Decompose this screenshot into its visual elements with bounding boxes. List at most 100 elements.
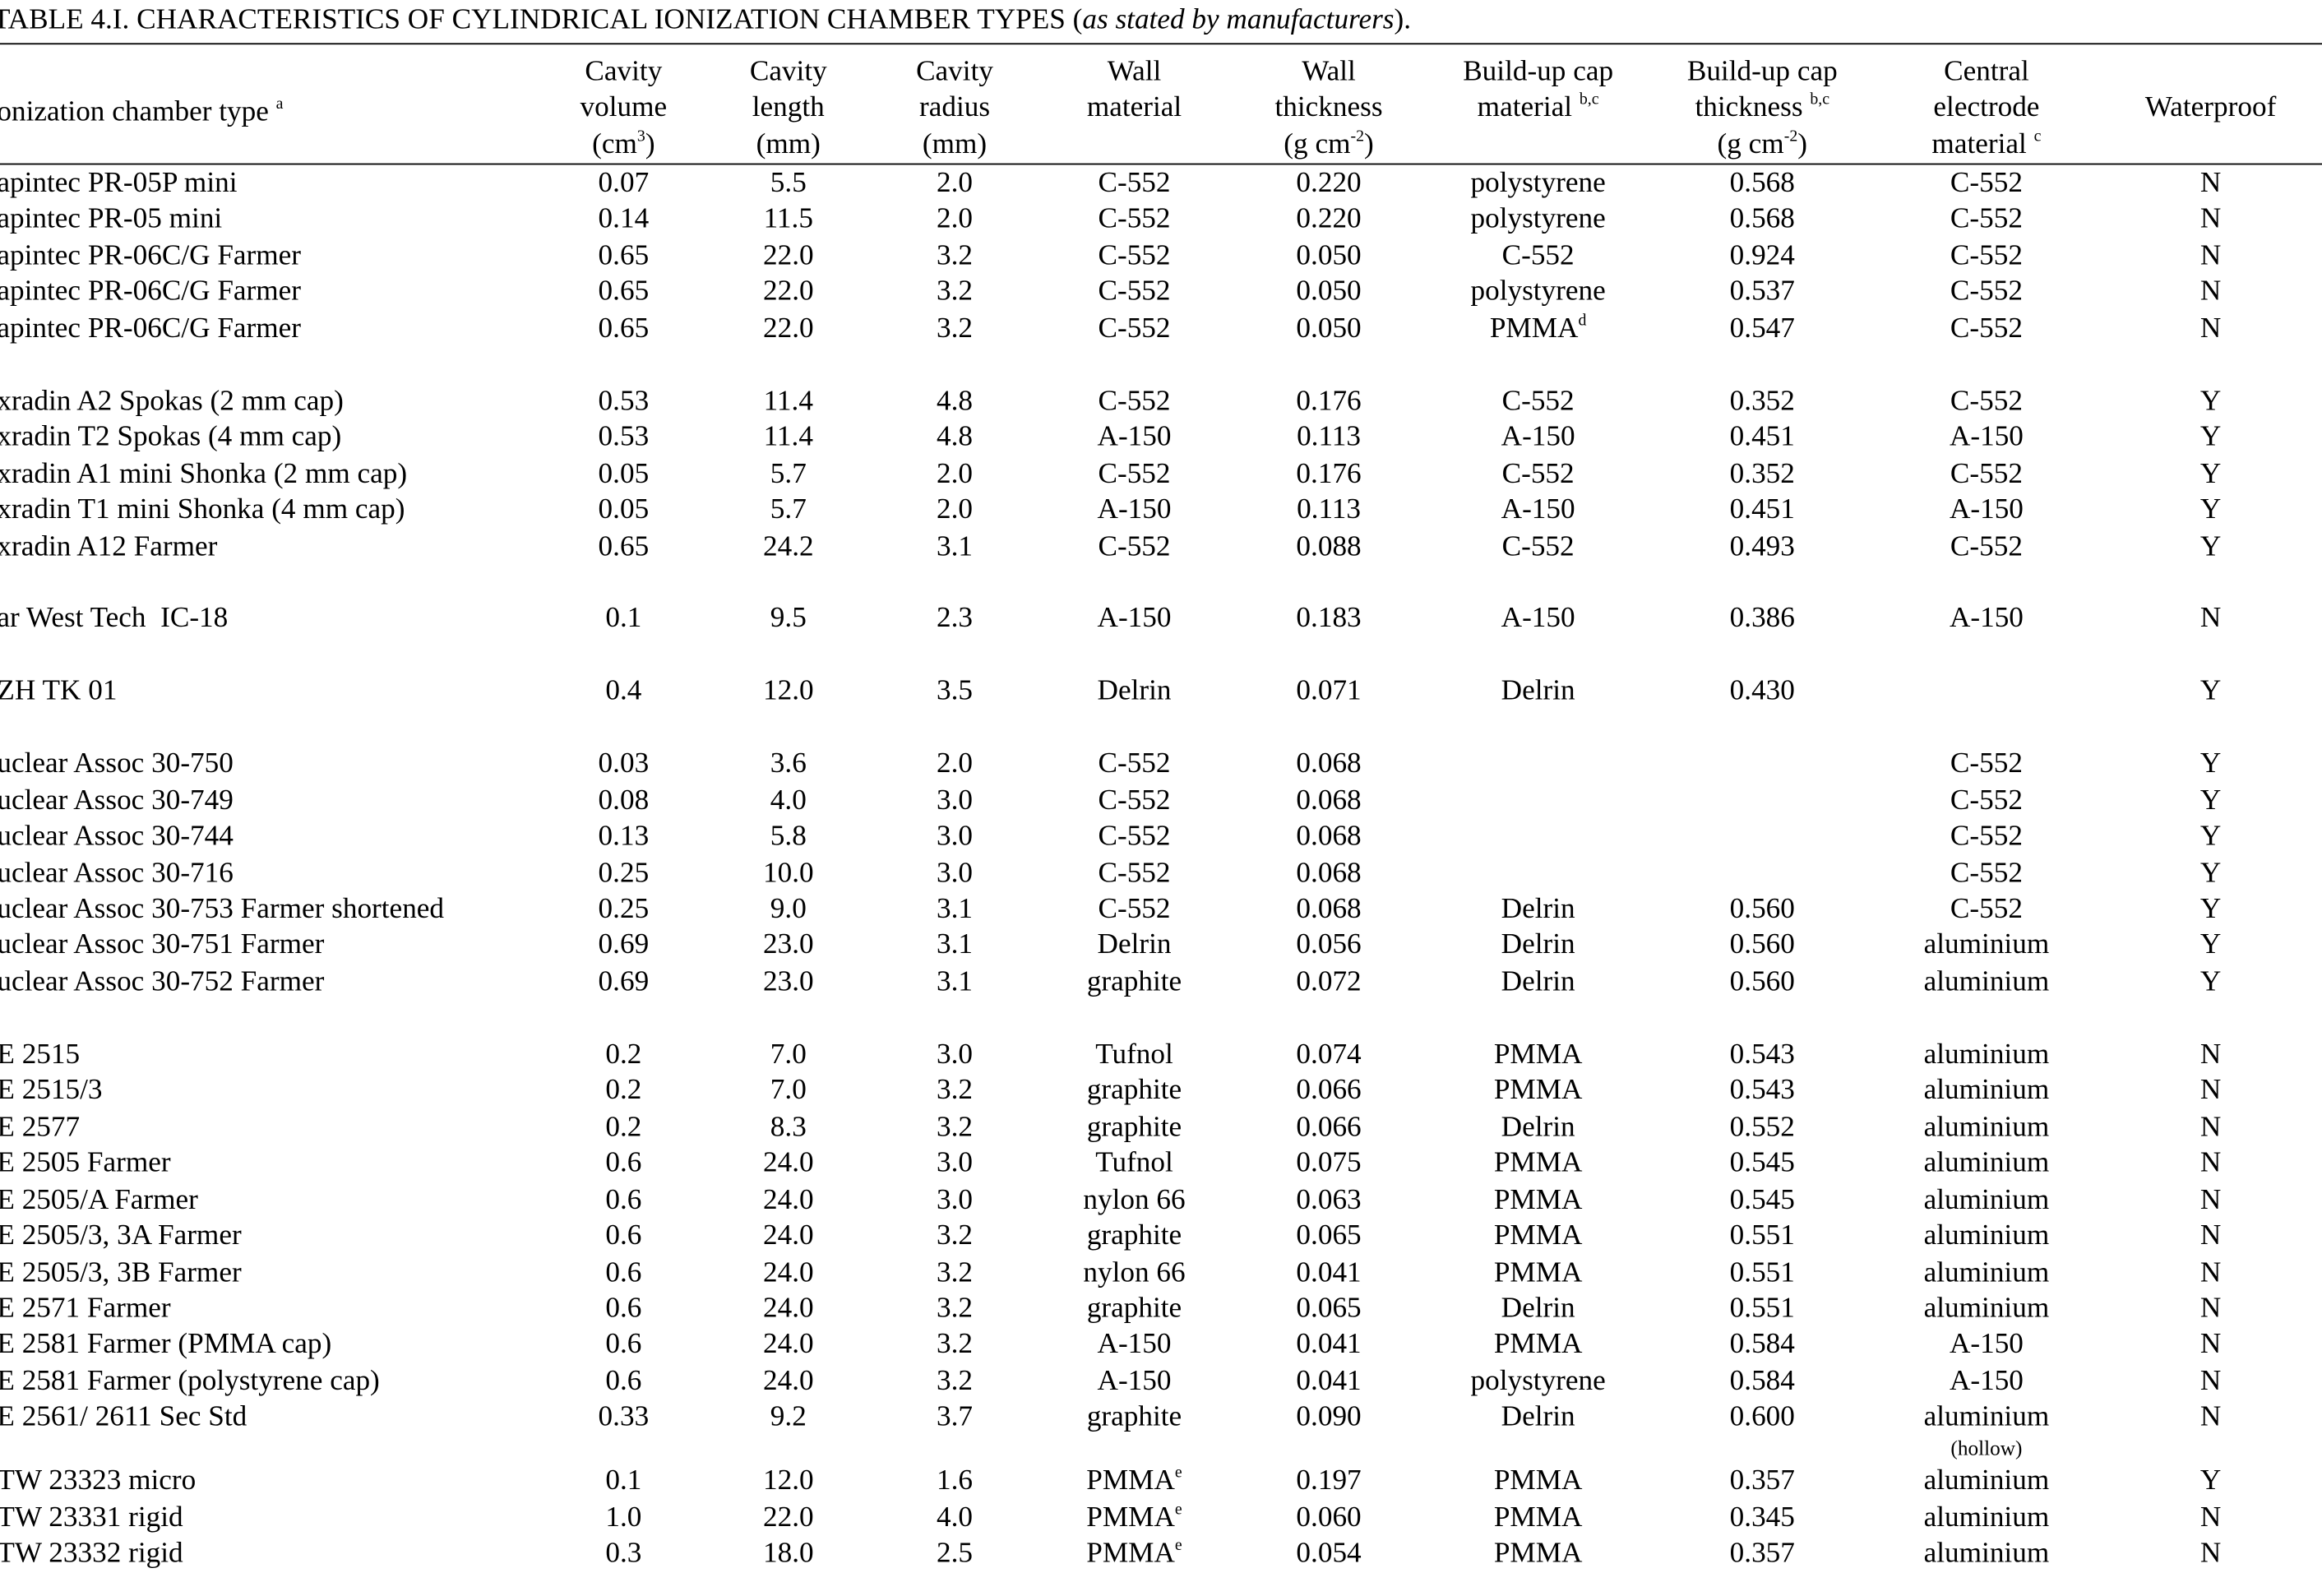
table-cell: Y	[2199, 784, 2222, 817]
row-label: apintec PR-06C/G Farmer	[0, 240, 302, 272]
text: (g cm	[1717, 129, 1784, 161]
text: )	[645, 129, 655, 161]
table-cell: 0.220	[1296, 168, 1362, 199]
table-cell: PMMA	[1493, 1220, 1583, 1252]
row-label: apintec PR-06C/G Farmer	[0, 312, 302, 345]
text: PMMA	[1086, 1538, 1175, 1570]
superscript: -2	[1350, 127, 1365, 146]
table-cell: N	[2199, 1075, 2222, 1107]
table-cell: A-150	[1949, 603, 2024, 635]
superscript: b,c	[1810, 90, 1830, 109]
table-cell: 11.5	[763, 204, 813, 236]
table-cell: 0.430	[1729, 676, 1795, 708]
table-cell: Delrin	[1097, 930, 1172, 962]
table-cell: N	[2199, 1329, 2222, 1361]
text: Wall	[1107, 56, 1162, 88]
table-cell: 3.2	[937, 240, 974, 272]
table-cell: 0.183	[1296, 603, 1362, 635]
table-cell: 0.2	[605, 1111, 642, 1143]
table-cell: 0.6	[605, 1184, 642, 1216]
table-cell: Y	[2199, 966, 2222, 998]
table-cell: Tufnol	[1095, 1148, 1173, 1179]
table-cell: 3.1	[937, 893, 974, 925]
text: Cavity	[916, 56, 993, 88]
text: PMMA	[1489, 312, 1579, 345]
superscript: e	[1174, 1500, 1182, 1519]
table-cell: PMMA	[1493, 1329, 1583, 1361]
table-cell: 2.0	[937, 168, 974, 199]
table-cell: Y	[2199, 530, 2222, 562]
table-cell: C-552	[1098, 748, 1171, 780]
table-cell: 0.53	[598, 422, 650, 453]
table-cell: C-552	[1098, 821, 1171, 853]
table-cell: graphite	[1086, 966, 1182, 998]
table-cell: 24.0	[762, 1256, 814, 1288]
text: onization chamber type	[0, 96, 276, 128]
table-cell: 3.1	[937, 966, 974, 998]
table-cell: graphite	[1086, 1220, 1182, 1252]
table-cell: PMMA	[1493, 1039, 1583, 1071]
table-cell: PMMA	[1493, 1465, 1583, 1497]
table-cell: 24.0	[762, 1148, 814, 1179]
row-label: TW 23332 rigid	[0, 1538, 183, 1570]
header-cell: Wall	[1302, 57, 1356, 90]
table-cell: Delrin	[1501, 966, 1575, 998]
table-cell: 0.568	[1729, 204, 1795, 236]
table-cell: 18.0	[762, 1538, 814, 1570]
table-cell: Tufnol	[1095, 1039, 1173, 1071]
table-cell: 0.041	[1296, 1365, 1362, 1397]
table-cell: N	[2199, 1501, 2222, 1534]
table-cell: 0.560	[1729, 966, 1795, 998]
table-cell: Y	[2199, 821, 2222, 853]
table-cell: 0.6	[605, 1148, 642, 1179]
text: aluminium	[1923, 1402, 2050, 1433]
table-cell: 3.2	[937, 1256, 974, 1288]
table-cell: C-552	[1950, 385, 2023, 417]
table-cell: PMMAe	[1086, 1538, 1182, 1571]
table-cell: 0.088	[1296, 530, 1362, 562]
table-cell: C-552	[1950, 784, 2023, 817]
table-cell: 0.050	[1296, 240, 1362, 272]
table-cell: 0.197	[1296, 1465, 1362, 1497]
table-cell: A-150	[1949, 1365, 2024, 1397]
superscript: 3	[636, 127, 645, 146]
table-cell: 3.2	[937, 1293, 974, 1325]
table-cell: A-150	[1949, 494, 2024, 526]
table-cell: C-552	[1098, 893, 1171, 925]
table-cell: 3.0	[937, 1148, 974, 1179]
text: )	[1364, 129, 1374, 161]
table-cell: C-552	[1098, 857, 1171, 889]
text: Cavity	[749, 56, 827, 88]
table-cell: polystyrene	[1470, 204, 1606, 236]
header-cell: length	[752, 92, 825, 125]
table-cell: 7.0	[770, 1039, 807, 1071]
table-cell: 0.060	[1296, 1501, 1362, 1534]
superscript: e	[1174, 1464, 1182, 1483]
table-cell: 3.0	[937, 1039, 974, 1071]
table-cell: 0.075	[1296, 1148, 1362, 1179]
row-label: TW 23323 micro	[0, 1465, 197, 1497]
table-cell: 0.69	[598, 966, 650, 998]
table-cell: 22.0	[762, 1501, 814, 1534]
table-cell: 0.551	[1729, 1293, 1795, 1325]
table-cell: 0.352	[1729, 385, 1795, 417]
table-cell: aluminium	[1923, 1075, 2050, 1107]
table-cell: aluminium	[1923, 1220, 2050, 1252]
row-label: uclear Assoc 30-716	[0, 857, 234, 889]
superscript: d	[1578, 311, 1587, 330]
row-label: E 2505/3, 3A Farmer	[0, 1220, 242, 1252]
table-cell: 10.0	[762, 857, 814, 889]
table-cell: 0.345	[1729, 1501, 1795, 1534]
table-cell: 9.2	[770, 1402, 807, 1433]
table-cell: N	[2199, 1184, 2222, 1216]
table-cell: Y	[2199, 748, 2222, 780]
row-label: E 2577	[0, 1111, 81, 1143]
table-cell: 5.7	[770, 494, 807, 526]
table-cell: C-552	[1950, 857, 2023, 889]
row-label: xradin T1 mini Shonka (4 mm cap)	[0, 494, 405, 526]
table-cell: 0.560	[1729, 930, 1795, 962]
row-label: uclear Assoc 30-751 Farmer	[0, 930, 325, 962]
table-cell: C-552	[1098, 458, 1171, 490]
table-cell: polystyrene	[1470, 276, 1606, 308]
